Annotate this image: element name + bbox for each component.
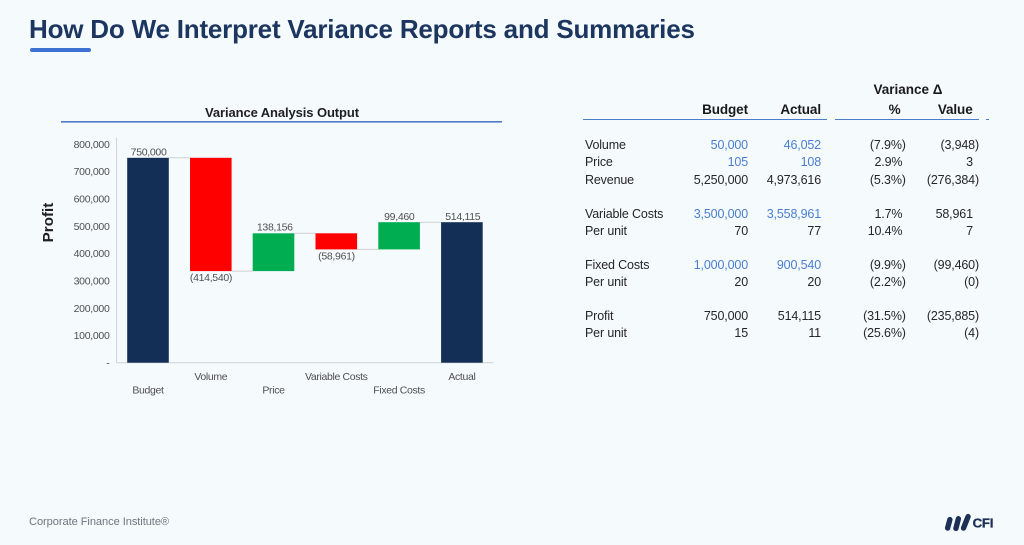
svg-text:CFI: CFI [973, 516, 994, 531]
svg-text:138,156: 138,156 [257, 222, 293, 234]
svg-text:100,000: 100,000 [74, 330, 110, 342]
svg-text:600,000: 600,000 [74, 194, 110, 206]
svg-text:(414,540): (414,540) [190, 272, 232, 284]
svg-text:500,000: 500,000 [74, 221, 110, 233]
svg-text:Fixed Costs: Fixed Costs [373, 385, 425, 397]
svg-text:Budget: Budget [132, 385, 164, 397]
svg-text:Variance Analysis Output: Variance Analysis Output [205, 105, 360, 120]
svg-text:514,115: 514,115 [445, 211, 481, 223]
svg-text:800,000: 800,000 [74, 139, 110, 151]
svg-text:-: - [106, 358, 110, 370]
svg-text:400,000: 400,000 [74, 248, 110, 260]
svg-text:700,000: 700,000 [74, 166, 110, 178]
svg-text:200,000: 200,000 [74, 303, 110, 315]
svg-text:750,000: 750,000 [131, 147, 167, 159]
svg-text:99,460: 99,460 [384, 211, 415, 223]
svg-text:300,000: 300,000 [74, 276, 110, 288]
svg-text:(58,961): (58,961) [318, 251, 355, 263]
svg-text:Variable Costs: Variable Costs [305, 371, 368, 383]
svg-text:Price: Price [262, 385, 285, 397]
svg-text:Volume: Volume [194, 371, 227, 383]
svg-text:Profit: Profit [40, 203, 57, 243]
svg-text:Actual: Actual [448, 371, 475, 383]
